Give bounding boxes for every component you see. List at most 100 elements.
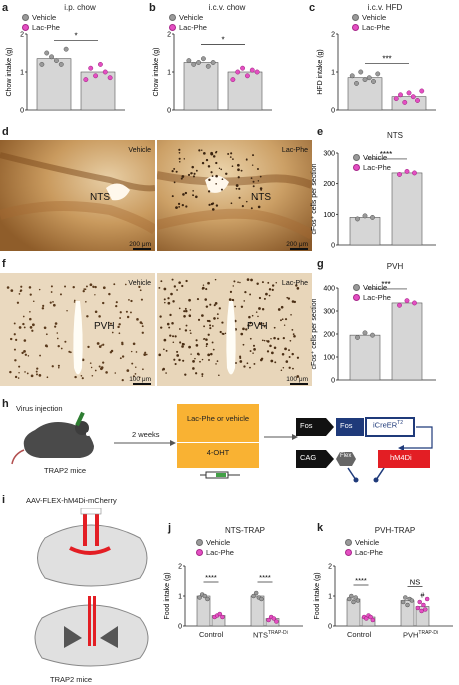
data-point	[39, 61, 45, 67]
row23-charts: 0 100 200 300 cFos⁺ cells per section **** 0 1…	[311, 150, 436, 385]
stain-dot	[245, 158, 248, 161]
stain-dot	[163, 298, 166, 301]
stain-dot	[209, 303, 212, 306]
data-point	[355, 335, 360, 340]
stain-dot	[209, 327, 212, 330]
stain-dot	[178, 148, 181, 151]
stain-dot	[216, 313, 219, 316]
stain-dot	[21, 351, 24, 355]
stain-dot	[252, 344, 256, 347]
stain-dot	[19, 290, 22, 293]
stain-dot	[261, 308, 265, 311]
stain-dot	[246, 362, 249, 365]
stain-dot	[171, 321, 174, 325]
treatment-text: Lac-Phe or vehicle	[186, 414, 250, 423]
stain-dot	[207, 165, 211, 168]
stain-dot	[28, 286, 32, 289]
bar	[349, 217, 381, 246]
stain-dot	[180, 177, 183, 180]
stain-dot	[285, 360, 289, 363]
stain-dot	[296, 375, 300, 378]
stain-dot	[121, 378, 124, 382]
aav-label: AAV-FLEX-hM4Di-mCherry	[26, 496, 117, 505]
stain-dot	[172, 335, 175, 338]
stain-dot	[85, 285, 88, 288]
stain-dot	[227, 152, 230, 155]
data-point	[266, 617, 271, 623]
stain-dot	[249, 293, 252, 296]
nts-vehicle-image	[0, 140, 155, 251]
stain-dot	[291, 328, 294, 331]
stain-dot	[229, 290, 233, 293]
stain-dot	[102, 361, 105, 364]
y-tick-label: 1	[178, 594, 182, 601]
stain-dot	[81, 377, 84, 380]
stain-dot	[221, 332, 224, 335]
stain-dot	[184, 191, 188, 195]
stain-dot	[196, 298, 200, 301]
chart-g: 0 100 200 300 400 cFos⁺ cells per section ***	[311, 280, 436, 385]
stain-dot	[238, 196, 241, 199]
y-tick-label: 200	[323, 181, 335, 188]
stain-dot	[178, 157, 181, 160]
bar	[391, 172, 423, 246]
stain-dot	[192, 360, 195, 363]
data-point	[424, 596, 430, 602]
chart-b: 0 1 2 Chow intake (g) *	[153, 32, 272, 115]
stain-dot	[24, 353, 27, 356]
data-point	[415, 605, 421, 611]
panel-g-title: PVH	[386, 262, 404, 271]
stain-dot	[237, 176, 240, 179]
bar	[346, 598, 361, 627]
stain-dot	[36, 367, 39, 370]
stain-dot	[167, 301, 171, 305]
stain-dot	[221, 321, 224, 324]
stain-dot	[72, 285, 75, 289]
stain-dot	[31, 323, 35, 327]
data-point	[412, 300, 417, 306]
stain-dot	[130, 299, 133, 303]
stain-dot	[26, 372, 29, 375]
stain-dot	[256, 198, 259, 201]
stain-dot	[224, 332, 227, 335]
stain-dot	[159, 315, 162, 318]
data-point	[403, 595, 408, 600]
legend-j: Vehicle Lac-Phe	[196, 538, 234, 558]
stain-dot	[201, 149, 203, 151]
stain-dot	[274, 361, 277, 364]
stain-dot	[212, 348, 215, 351]
stain-dot	[66, 310, 68, 312]
stain-dot	[179, 341, 182, 344]
trap2-mice-label-i: TRAP2 mice	[50, 675, 93, 684]
stain-dot	[158, 286, 161, 289]
stain-dot	[273, 346, 277, 350]
stain-dot	[195, 195, 198, 199]
stain-dot	[126, 315, 130, 319]
significance-label: ****	[205, 573, 217, 582]
stain-dot	[64, 285, 67, 288]
j-xcat2: NTSTRAP-Di	[253, 630, 288, 640]
scale-bar	[133, 383, 151, 385]
stain-dot	[235, 184, 239, 187]
stain-dot	[207, 281, 210, 285]
stain-dot	[178, 281, 181, 284]
lac-phe-dot-icon	[345, 548, 352, 556]
data-point	[419, 608, 424, 614]
nts-region-label-right: NTS	[251, 192, 271, 203]
stain-dot	[89, 283, 93, 287]
data-point	[254, 69, 260, 75]
stain-dot	[98, 365, 101, 368]
stain-dot	[134, 373, 137, 375]
stain-dot	[135, 351, 138, 353]
data-point	[370, 617, 376, 623]
stain-dot	[125, 310, 128, 313]
data-point	[397, 172, 402, 177]
stain-dot	[205, 158, 209, 162]
stain-dot	[181, 345, 184, 348]
legend-e: Vehicle Lac-Phe	[353, 153, 391, 173]
data-point	[368, 614, 373, 620]
stain-dot	[18, 365, 21, 368]
stain-dot	[215, 161, 218, 165]
stain-dot	[113, 283, 116, 286]
micrograph-nts-vehicle: Vehicle NTS 200 μm	[0, 140, 155, 251]
